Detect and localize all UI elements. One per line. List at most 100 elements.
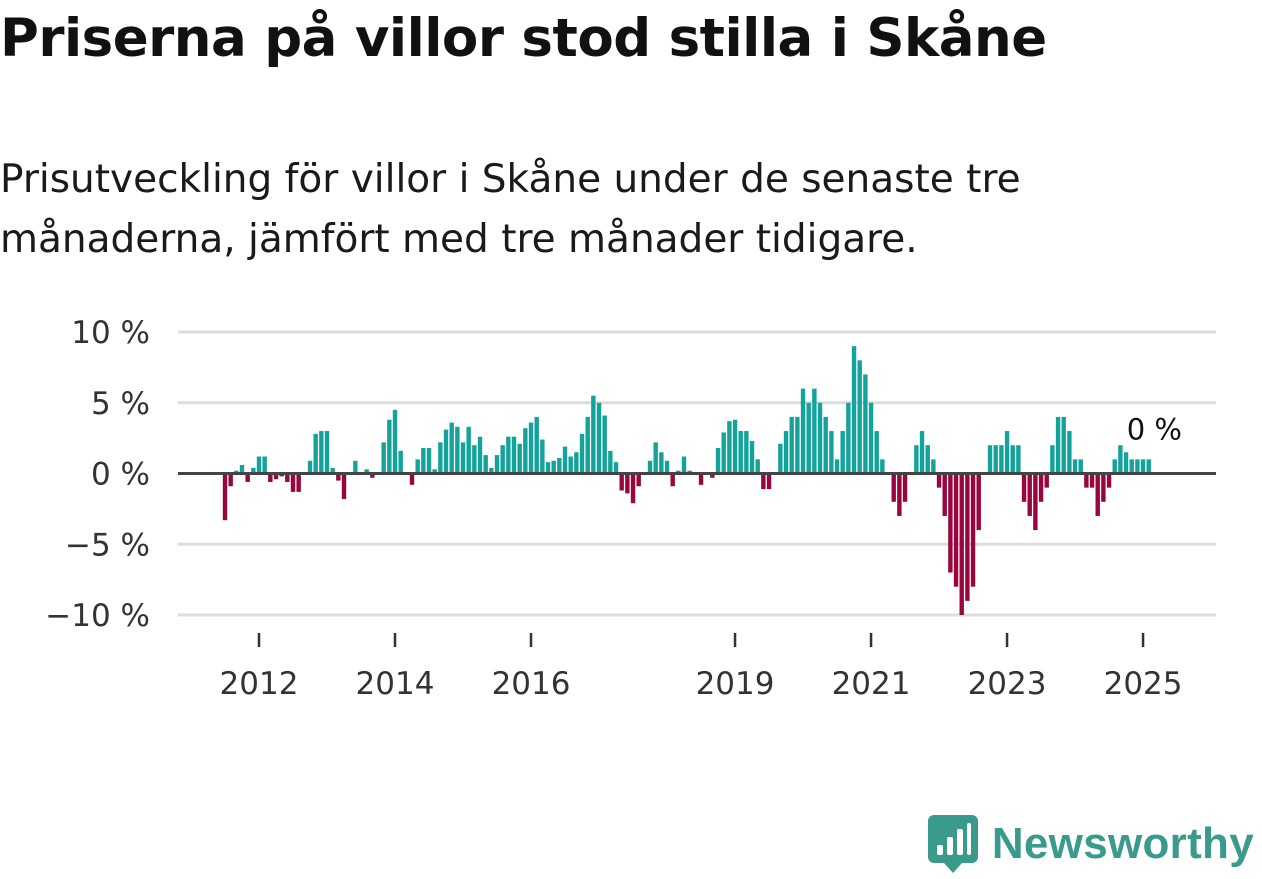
bar <box>268 473 273 482</box>
bar <box>336 473 341 481</box>
bar <box>738 431 743 474</box>
y-axis: 10 % 5 % 0 % −5 % −10 % <box>45 315 150 634</box>
bar <box>619 473 624 491</box>
bar <box>1106 473 1112 488</box>
bar <box>585 416 590 474</box>
bar <box>534 416 539 474</box>
bar <box>653 442 658 474</box>
bar <box>970 473 976 587</box>
bar <box>409 473 415 485</box>
bar <box>761 473 766 490</box>
bar <box>466 426 471 474</box>
bar <box>421 448 426 474</box>
bar <box>296 473 301 492</box>
bar <box>562 446 568 474</box>
bar <box>806 402 811 474</box>
newsworthy-logo-icon <box>927 815 978 873</box>
bar <box>630 473 636 504</box>
y-tick-label: −10 % <box>45 598 150 634</box>
bar <box>891 473 896 502</box>
bar <box>426 448 432 474</box>
x-axis: 2012 2014 2016 2019 2021 2023 2025 <box>220 633 1183 702</box>
bar <box>681 456 687 474</box>
bar <box>579 433 585 474</box>
bar <box>897 473 902 516</box>
bar <box>1021 473 1027 502</box>
brand: Newsworthy <box>927 815 1254 873</box>
bar <box>959 473 964 615</box>
bar <box>749 440 755 474</box>
bar <box>874 431 879 474</box>
bar <box>319 431 324 474</box>
bar <box>341 473 347 499</box>
bar <box>1089 473 1095 488</box>
bar <box>523 428 528 474</box>
bar <box>1027 473 1032 516</box>
bar <box>812 388 817 474</box>
bar <box>925 445 930 474</box>
bar <box>324 431 330 474</box>
bar-chart: 10 % 5 % 0 % −5 % −10 % 2012 2014 2016 2019 2021… <box>45 315 1216 702</box>
bar <box>460 442 466 474</box>
bar <box>608 450 613 474</box>
chart-subtitle: Prisutveckling för villor i Skåne under … <box>0 157 1021 262</box>
bar <box>1067 431 1072 474</box>
bar <box>625 473 630 494</box>
x-tick-label: 2021 <box>832 666 911 702</box>
bar <box>1129 459 1134 474</box>
bar <box>953 473 959 587</box>
bar <box>545 462 551 474</box>
bar <box>251 467 256 474</box>
bar <box>477 436 483 474</box>
bar <box>880 459 885 474</box>
bar <box>285 473 290 482</box>
bar <box>789 416 794 474</box>
bar <box>472 445 477 474</box>
bar <box>1004 431 1010 474</box>
bar-series <box>222 346 1151 615</box>
gridlines <box>178 330 1216 617</box>
brand-name: Newsworthy <box>991 819 1254 868</box>
bar <box>540 439 545 474</box>
bar <box>370 473 375 478</box>
bar <box>851 346 857 474</box>
bar <box>1038 473 1044 502</box>
bar <box>732 419 738 474</box>
bar <box>976 473 981 531</box>
bar <box>721 432 726 474</box>
bar <box>817 402 823 474</box>
bar <box>438 442 443 474</box>
bar <box>1061 416 1066 474</box>
bar <box>744 431 749 474</box>
bar <box>1101 473 1106 502</box>
y-tick-label: 10 % <box>71 315 150 351</box>
bar <box>591 395 596 474</box>
bar <box>1055 416 1061 474</box>
bar <box>1123 452 1129 474</box>
bar <box>500 445 505 474</box>
bar <box>999 445 1004 474</box>
bar <box>489 467 494 474</box>
bar <box>829 431 834 474</box>
bar <box>330 467 335 474</box>
bar <box>868 402 874 474</box>
bar <box>987 445 993 474</box>
chart-title: Priserna på villor stod stilla i Skåne <box>0 8 1047 69</box>
bar <box>1016 445 1021 474</box>
bar <box>528 422 534 474</box>
bar <box>715 448 721 474</box>
bar <box>1010 445 1015 474</box>
bar <box>647 460 653 474</box>
bar <box>778 443 783 474</box>
last-value-annotation: 0 % <box>1127 412 1182 446</box>
bar <box>823 416 828 474</box>
bar <box>494 455 500 474</box>
bar <box>1112 459 1117 474</box>
bar <box>942 473 947 516</box>
bar <box>1135 459 1140 474</box>
bar <box>727 421 732 474</box>
bar <box>1084 473 1089 488</box>
bar <box>1118 445 1123 474</box>
bar <box>273 473 279 480</box>
bar <box>834 459 840 474</box>
